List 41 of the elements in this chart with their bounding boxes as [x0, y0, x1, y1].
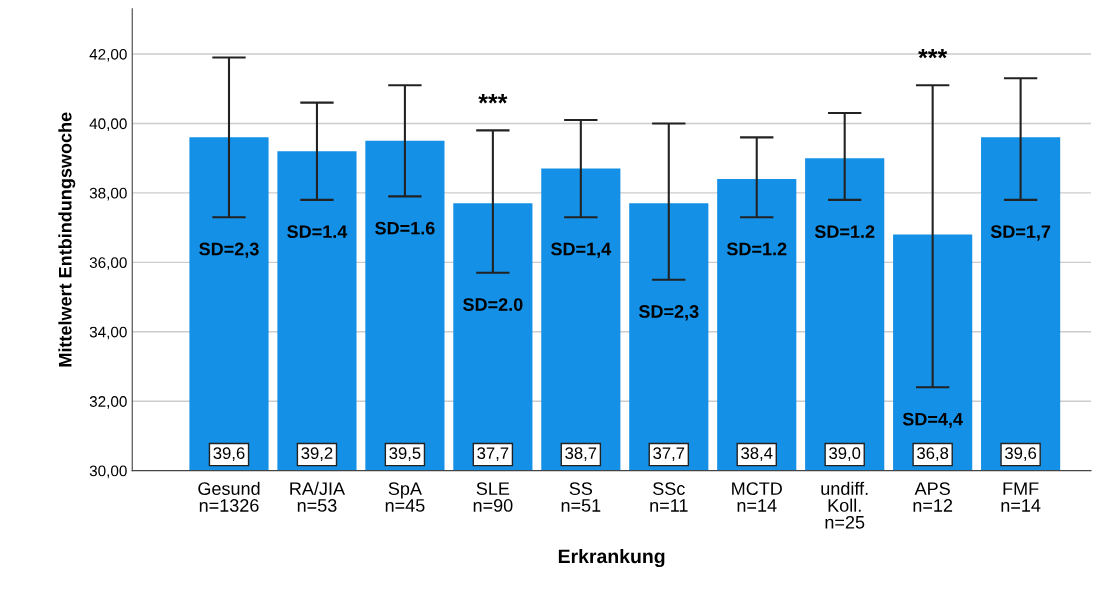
- y-axis-title: Mittelwert Entbindungswoche: [58, 112, 76, 367]
- annotation: SD=1,4: [550, 242, 612, 258]
- y-tick-label: 30,00: [89, 465, 127, 479]
- x-tick-label: Gesund n=1326: [198, 481, 260, 512]
- data-label: 37,7: [477, 447, 509, 461]
- annotation: SD=1,7: [990, 225, 1051, 241]
- annotation: ***: [918, 48, 948, 59]
- x-tick-label: MCTD n=14: [732, 482, 782, 512]
- data-label: 37,7: [653, 447, 685, 461]
- y-tick-label: 42,00: [89, 48, 127, 62]
- y-tick-label: 40,00: [89, 118, 127, 131]
- y-tick-label: 32,00: [89, 396, 127, 409]
- y-tick-label: 38,00: [89, 187, 127, 201]
- annotation: SD=1.6: [375, 221, 435, 235]
- data-label: 39,6: [1005, 447, 1037, 461]
- data-label: 36,8: [917, 447, 949, 461]
- x-tick-label: SpA n=45: [385, 482, 425, 512]
- x-tick-label: undiff. Koll. n=25: [821, 481, 868, 529]
- x-tick-label: APS n=12: [913, 482, 953, 512]
- annotation: SD=2,3: [638, 305, 699, 321]
- x-axis-title: Erkrankung: [558, 548, 665, 568]
- annotation: SD=1.4: [287, 225, 348, 239]
- annotation: SD=4,4: [902, 412, 963, 429]
- x-tick-label: FMF n=14: [1001, 482, 1041, 512]
- data-label: 38,4: [741, 447, 773, 461]
- annotation: SD=2.0: [463, 298, 523, 311]
- data-label: 39,6: [213, 447, 245, 461]
- x-tick-label: SS n=51: [561, 482, 601, 512]
- data-label: 38,7: [565, 447, 597, 461]
- annotation: SD=1.2: [814, 225, 875, 239]
- annotation: SD=1.2: [726, 242, 787, 256]
- y-tick-label: 36,00: [89, 257, 127, 270]
- annotation: SD=2,3: [199, 242, 259, 258]
- data-label: 39,5: [389, 447, 421, 461]
- x-tick-label: SSc n=11: [650, 482, 688, 512]
- x-tick-label: RA/JIA n=53: [290, 481, 346, 512]
- data-label: 39,0: [829, 447, 861, 461]
- annotation: ***: [478, 94, 508, 104]
- y-tick-label: 34,00: [89, 326, 127, 340]
- data-label: 39,2: [301, 447, 333, 461]
- x-tick-label: SLE n=90: [473, 482, 513, 512]
